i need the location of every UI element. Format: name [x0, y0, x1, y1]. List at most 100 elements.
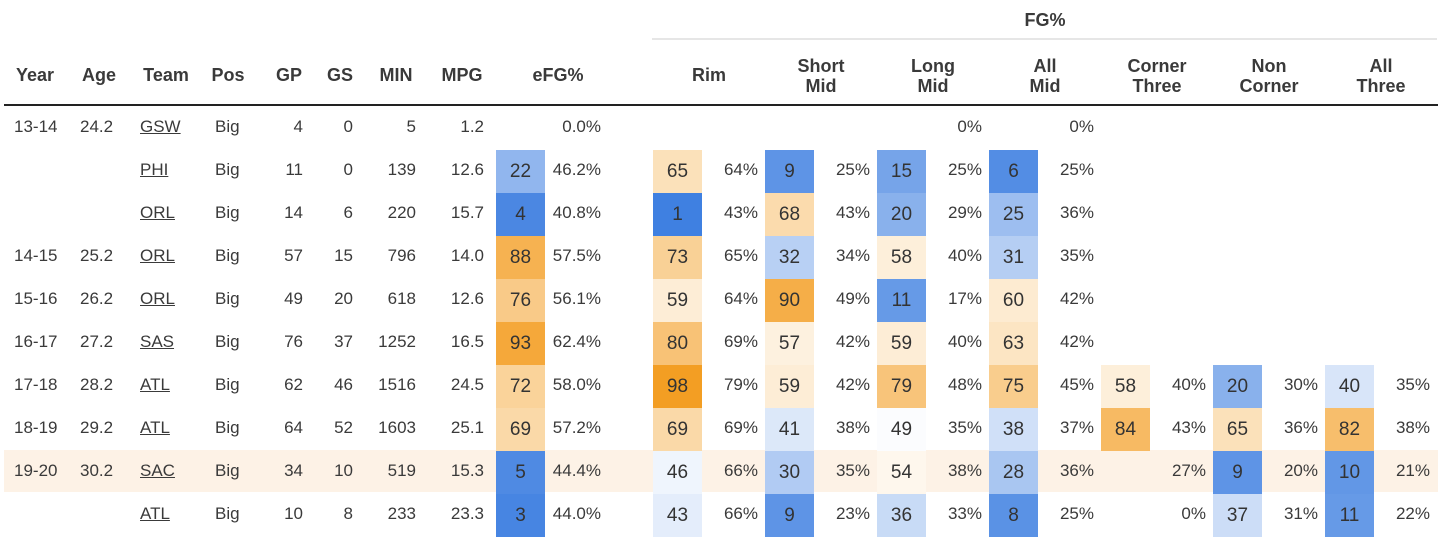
header-all-mid-line-1: All — [1033, 56, 1057, 76]
pct-all_mid: 35% — [1059, 246, 1094, 265]
pct-efg: 46.2% — [552, 160, 601, 179]
cell-gs: 0 — [343, 160, 353, 179]
team-link[interactable]: SAS — [140, 332, 175, 351]
rank-cell-efg: 88 — [496, 236, 545, 279]
pct-long_mid: 33% — [947, 504, 982, 523]
pct-non_corner: 31% — [1283, 504, 1318, 523]
cell-mpg: 12.6 — [450, 160, 484, 179]
cell-gs: 10 — [334, 461, 353, 480]
team-link[interactable]: ORL — [140, 289, 175, 308]
rank-cell-efg: 4 — [496, 193, 545, 236]
cell-gp: 4 — [293, 117, 303, 136]
pct-efg: 44.4% — [552, 461, 601, 480]
cell-gp: 64 — [284, 418, 303, 437]
pct-rim: 69% — [723, 418, 758, 437]
rank-cell-long_mid: 79 — [877, 365, 926, 408]
pct-short_mid: 23% — [835, 504, 870, 523]
header-rim: Rim — [691, 65, 726, 85]
header-non-corner-line-1: Non — [1251, 56, 1287, 76]
pct-all_mid: 0% — [1069, 117, 1094, 136]
pct-corner_three: 0% — [1181, 504, 1206, 523]
rank-cell-efg: 76 — [496, 279, 545, 322]
pct-rim: 79% — [723, 375, 758, 394]
header-mpg: MPG — [441, 65, 483, 85]
cell-pos: Big — [215, 289, 240, 308]
pct-rim: 64% — [723, 160, 758, 179]
header-all-mid-line-2: Mid — [1029, 76, 1061, 96]
pct-rim: 64% — [723, 289, 758, 308]
cell-pos: Big — [215, 375, 240, 394]
fg-group-underline — [652, 38, 1437, 40]
cell-gs: 37 — [334, 332, 353, 351]
cell-mpg: 15.7 — [450, 203, 484, 222]
rank-cell-efg: 22 — [496, 150, 545, 193]
pct-all_three: 35% — [1395, 375, 1430, 394]
cell-year: 18-19 — [14, 418, 58, 437]
pct-corner_three: 43% — [1171, 418, 1206, 437]
header-short-mid-line-2: Mid — [805, 76, 837, 96]
cell-gp: 14 — [284, 203, 303, 222]
team-link[interactable]: GSW — [140, 117, 181, 136]
cell-min: 1252 — [378, 332, 416, 351]
cell-gp: 62 — [284, 375, 303, 394]
pct-all_mid: 42% — [1059, 289, 1094, 308]
header-pos: Pos — [211, 65, 245, 85]
rank-cell-non_corner: 9 — [1213, 451, 1262, 494]
pct-all_mid: 36% — [1059, 203, 1094, 222]
header-min: MIN — [379, 65, 413, 85]
team-link[interactable]: SAC — [140, 461, 175, 480]
header-team: Team — [143, 65, 189, 85]
header-gs: GS — [326, 65, 353, 85]
rank-cell-efg: 3 — [496, 494, 545, 537]
team-link[interactable]: ATL — [140, 418, 170, 437]
pct-rim: 69% — [723, 332, 758, 351]
team-link[interactable]: PHI — [140, 160, 169, 179]
cell-age: 30.2 — [80, 461, 114, 480]
pct-long_mid: 40% — [947, 246, 982, 265]
rank-cell-all_mid: 60 — [989, 279, 1038, 322]
fg-group-header: FG% — [1024, 10, 1066, 30]
pct-all_mid: 25% — [1059, 160, 1094, 179]
rank-cell-all_mid: 8 — [989, 494, 1038, 537]
header-gp: GP — [275, 65, 302, 85]
pct-efg: 56.1% — [552, 289, 601, 308]
cell-pos: Big — [215, 246, 240, 265]
header-non-corner-line-2: Corner — [1239, 76, 1299, 96]
cell-pos: Big — [215, 504, 240, 523]
rank-cell-rim: 1 — [653, 193, 702, 236]
pct-all_three: 22% — [1395, 504, 1430, 523]
header-long-mid: Long Mid — [878, 56, 988, 96]
header-corner-three-line-1: Corner — [1127, 56, 1187, 76]
pct-all_mid: 45% — [1059, 375, 1094, 394]
cell-min: 139 — [387, 160, 416, 179]
header-corner-three: Corner Three — [1102, 56, 1212, 96]
rank-cell-rim: 43 — [653, 494, 702, 537]
pct-long_mid: 25% — [947, 160, 982, 179]
rank-cell-all_mid: 6 — [989, 150, 1038, 193]
pct-long_mid: 29% — [947, 203, 982, 222]
rank-cell-all_mid: 63 — [989, 322, 1038, 365]
rank-cell-corner_three: 84 — [1101, 408, 1150, 451]
rank-cell-all_three: 82 — [1325, 408, 1374, 451]
cell-age: 27.2 — [80, 332, 114, 351]
cell-mpg: 15.3 — [450, 461, 484, 480]
rank-cell-short_mid: 9 — [765, 150, 814, 193]
team-link[interactable]: ORL — [140, 246, 175, 265]
rank-cell-non_corner: 37 — [1213, 494, 1262, 537]
header-all-three: All Three — [1326, 56, 1436, 96]
pct-efg: 44.0% — [552, 504, 601, 523]
cell-gp: 76 — [284, 332, 303, 351]
cell-gs: 52 — [334, 418, 353, 437]
team-link[interactable]: ATL — [140, 375, 170, 394]
pct-efg: 58.0% — [552, 375, 601, 394]
rank-cell-all_three: 40 — [1325, 365, 1374, 408]
pct-short_mid: 42% — [835, 332, 870, 351]
rank-cell-all_three: 10 — [1325, 451, 1374, 494]
rank-cell-short_mid: 32 — [765, 236, 814, 279]
cell-mpg: 16.5 — [450, 332, 484, 351]
team-link[interactable]: ORL — [140, 203, 175, 222]
pct-short_mid: 43% — [835, 203, 870, 222]
team-link[interactable]: ATL — [140, 504, 170, 523]
cell-year: 14-15 — [14, 246, 58, 265]
rank-cell-long_mid: 58 — [877, 236, 926, 279]
